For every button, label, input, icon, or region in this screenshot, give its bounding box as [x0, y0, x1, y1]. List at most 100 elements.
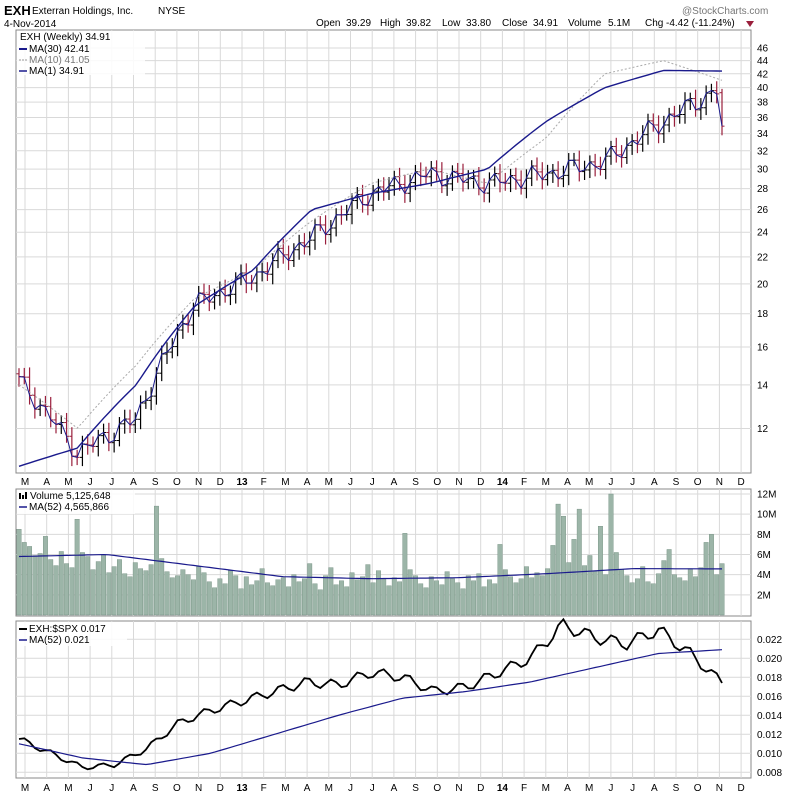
open-value: 39.29	[346, 18, 371, 29]
volume-bar	[603, 574, 609, 616]
volume-bar	[280, 577, 286, 616]
relative-tick-label: 0.008	[757, 768, 782, 779]
month-label: O	[173, 477, 181, 488]
month-label: D	[737, 477, 744, 488]
volume-bar	[418, 583, 424, 616]
volume-bar	[338, 580, 344, 616]
price-tick-label: 42	[757, 69, 769, 80]
volume-bar	[698, 567, 704, 616]
volume-bar	[233, 575, 239, 616]
volume-bar	[74, 519, 80, 616]
volume-bar	[582, 565, 588, 616]
volume-bar	[354, 579, 360, 616]
low-label: Low	[442, 18, 461, 29]
volume-panel-frame	[15, 488, 752, 617]
month-label: O	[433, 477, 441, 488]
low-value: 33.80	[466, 18, 491, 29]
month-label: J	[348, 477, 353, 488]
volume-legend-box	[17, 490, 135, 514]
relative-tick-label: 0.020	[757, 654, 782, 665]
month-label: A	[43, 477, 50, 488]
volume-bar	[360, 576, 366, 616]
month-label: D	[477, 477, 484, 488]
month-label: O	[694, 783, 702, 794]
volume-bar	[328, 567, 334, 616]
month-label: S	[412, 477, 419, 488]
month-label: 13	[236, 477, 248, 488]
symbol: EXH	[4, 3, 31, 18]
month-label: J	[88, 477, 93, 488]
ma10-legend: MA(10) 41.05	[29, 55, 90, 66]
volume-bar	[397, 581, 403, 616]
volume-bar	[42, 536, 48, 616]
volume-bar	[79, 552, 85, 616]
volume-bar	[592, 570, 598, 616]
relative-tick-label: 0.022	[757, 635, 782, 646]
month-label: S	[152, 783, 159, 794]
high-label: High	[380, 18, 401, 29]
volume-tick-label: 2M	[757, 590, 771, 601]
volume-bar	[201, 572, 207, 616]
volume-bar	[238, 588, 244, 616]
relative-tick-label: 0.018	[757, 673, 782, 684]
month-label: J	[370, 477, 375, 488]
month-label: M	[325, 783, 333, 794]
volume-bar	[645, 581, 651, 616]
month-label: A	[391, 477, 398, 488]
volume-bar	[539, 575, 545, 616]
month-label: A	[651, 477, 658, 488]
volume-bar	[159, 558, 165, 616]
month-label: J	[630, 477, 635, 488]
volume-bar	[460, 588, 466, 616]
volume-bar	[307, 563, 313, 616]
volume-bar	[365, 564, 371, 616]
exchange: NYSE	[158, 6, 186, 17]
volume-bar	[412, 575, 418, 616]
volume-bar	[21, 542, 27, 616]
volume-bar	[180, 569, 186, 616]
relative-tick-label: 0.010	[757, 749, 782, 760]
volume-bar	[502, 569, 508, 616]
volume-bar	[481, 586, 487, 616]
volume-bar	[286, 586, 292, 616]
volume-bar	[323, 575, 329, 616]
volume-panel-title: Volume 5,125,648	[30, 491, 111, 502]
volume-bar	[196, 566, 202, 616]
volume-bar	[497, 544, 503, 616]
month-label: M	[585, 783, 593, 794]
month-label: M	[325, 477, 333, 488]
price-panel-title: EXH (Weekly) 34.91	[20, 32, 111, 43]
volume-bar	[222, 583, 228, 616]
volume-label: Volume	[568, 18, 602, 29]
month-label: D	[737, 783, 744, 794]
volume-bar	[708, 534, 714, 616]
volume-bar	[122, 573, 128, 616]
month-label: F	[261, 477, 267, 488]
price-tick-label: 20	[757, 279, 769, 290]
volume-bar	[16, 529, 22, 616]
price-tick-label: 28	[757, 184, 769, 195]
month-label: F	[261, 783, 267, 794]
volume-icon-bar1	[19, 493, 21, 499]
volume-bar	[560, 515, 566, 616]
month-label: S	[412, 783, 419, 794]
volume-bar	[143, 570, 149, 616]
ma30-line	[18, 69, 723, 467]
volume-bar	[529, 577, 535, 616]
volume-bar	[634, 578, 640, 616]
month-label: F	[521, 477, 527, 488]
volume-bar	[613, 552, 619, 616]
volume-bar	[449, 578, 455, 616]
volume-bar	[391, 577, 397, 616]
volume-bar	[69, 567, 75, 616]
price-bars	[16, 81, 725, 467]
volume-bar	[212, 587, 218, 616]
price-tick-label: 32	[757, 146, 769, 157]
volume-bar	[423, 587, 429, 616]
month-label: N	[195, 783, 202, 794]
chg-label: Chg	[645, 18, 663, 29]
month-label: S	[673, 477, 680, 488]
price-tick-label: 36	[757, 113, 769, 124]
grid-layer	[16, 30, 751, 778]
price-legend-box	[17, 31, 145, 75]
